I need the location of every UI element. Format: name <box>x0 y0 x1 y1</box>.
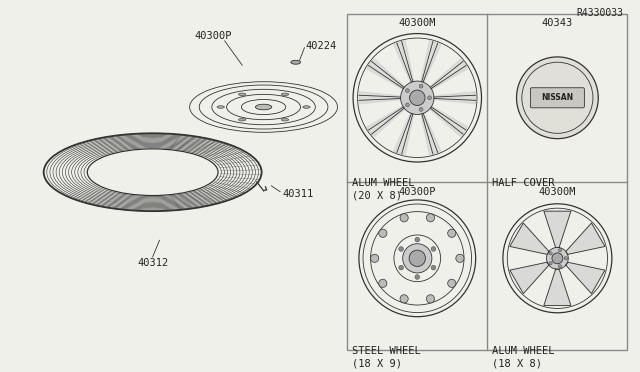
Ellipse shape <box>282 93 289 96</box>
Ellipse shape <box>303 106 310 108</box>
Text: 40300M: 40300M <box>399 18 436 28</box>
Text: 40312: 40312 <box>137 258 168 268</box>
Text: R4330033: R4330033 <box>577 7 623 17</box>
Circle shape <box>406 103 410 107</box>
Polygon shape <box>367 106 405 137</box>
Circle shape <box>400 295 408 303</box>
Text: NISSAN: NISSAN <box>541 93 573 102</box>
Circle shape <box>447 279 456 288</box>
Text: ALUM WHEEL
(20 X 8): ALUM WHEEL (20 X 8) <box>352 178 415 201</box>
Ellipse shape <box>255 104 272 110</box>
Circle shape <box>399 265 403 270</box>
Circle shape <box>547 247 568 269</box>
Circle shape <box>558 248 562 252</box>
Circle shape <box>431 265 436 270</box>
Polygon shape <box>394 41 414 83</box>
Circle shape <box>431 247 436 251</box>
Text: HALF COVER: HALF COVER <box>492 178 555 188</box>
Circle shape <box>426 214 435 222</box>
Bar <box>348 14 627 350</box>
Polygon shape <box>544 269 571 305</box>
Polygon shape <box>510 262 549 294</box>
Circle shape <box>447 229 456 237</box>
Circle shape <box>549 262 552 265</box>
Ellipse shape <box>239 93 246 96</box>
Ellipse shape <box>239 118 246 121</box>
Circle shape <box>564 257 568 260</box>
FancyBboxPatch shape <box>531 88 584 108</box>
Circle shape <box>400 214 408 222</box>
Polygon shape <box>434 92 476 104</box>
Polygon shape <box>429 59 468 89</box>
Text: 40300P: 40300P <box>399 187 436 197</box>
Text: 40343: 40343 <box>542 18 573 28</box>
Polygon shape <box>429 106 468 137</box>
Circle shape <box>410 90 425 106</box>
Circle shape <box>371 254 379 262</box>
Circle shape <box>549 252 552 255</box>
Circle shape <box>409 250 426 266</box>
Text: ALUM WHEEL
(18 X 8): ALUM WHEEL (18 X 8) <box>492 346 555 369</box>
Polygon shape <box>420 41 441 83</box>
Polygon shape <box>420 113 441 155</box>
Ellipse shape <box>291 60 301 64</box>
Polygon shape <box>510 223 549 254</box>
Circle shape <box>379 229 387 237</box>
Text: 40224: 40224 <box>305 41 337 51</box>
Polygon shape <box>566 223 605 254</box>
Circle shape <box>403 244 432 273</box>
Circle shape <box>415 275 420 279</box>
Circle shape <box>419 84 423 88</box>
Text: 40300P: 40300P <box>194 31 232 41</box>
Circle shape <box>399 247 403 251</box>
Circle shape <box>379 279 387 288</box>
Circle shape <box>456 254 464 262</box>
Polygon shape <box>359 92 401 104</box>
Circle shape <box>428 96 431 100</box>
Polygon shape <box>367 59 405 89</box>
Circle shape <box>401 81 434 115</box>
Polygon shape <box>566 262 605 294</box>
Circle shape <box>415 237 420 242</box>
Polygon shape <box>544 211 571 247</box>
Polygon shape <box>394 113 414 155</box>
Circle shape <box>406 89 410 93</box>
Circle shape <box>558 265 562 268</box>
Ellipse shape <box>217 106 225 108</box>
Circle shape <box>516 57 598 139</box>
Text: 40300M: 40300M <box>539 187 576 197</box>
Text: STEEL WHEEL
(18 X 9): STEEL WHEEL (18 X 9) <box>352 346 421 369</box>
Ellipse shape <box>282 118 289 121</box>
Circle shape <box>552 253 563 264</box>
Text: 40311: 40311 <box>282 189 314 199</box>
Circle shape <box>419 108 423 111</box>
Circle shape <box>426 295 435 303</box>
